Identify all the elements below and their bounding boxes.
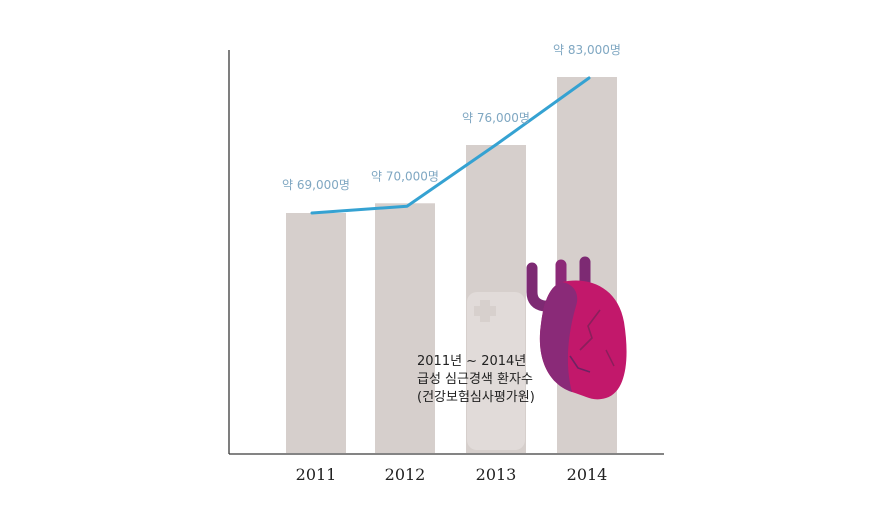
annotation: 2011년 ~ 2014년 급성 심근경색 환자수 (건강보험심사평가원) xyxy=(417,354,535,405)
x-tick-labels: 2011 2012 2013 2014 xyxy=(296,465,608,484)
x-tick-2012: 2012 xyxy=(385,465,426,484)
x-tick-2011: 2011 xyxy=(296,465,337,484)
x-tick-2014: 2014 xyxy=(567,465,608,484)
data-label-2014: 약 83,000명 xyxy=(553,42,621,57)
annotation-line-3: (건강보험심사평가원) xyxy=(417,390,535,405)
bar-2011 xyxy=(286,213,346,453)
annotation-line-2: 급성 심근경색 환자수 xyxy=(417,372,533,387)
bar-2012 xyxy=(375,203,435,453)
data-label-2013: 약 76,000명 xyxy=(462,110,530,125)
data-label-2012: 약 70,000명 xyxy=(371,168,439,183)
x-tick-2013: 2013 xyxy=(476,465,517,484)
hospital-cross-watermark xyxy=(467,292,525,450)
trend-line xyxy=(310,76,591,215)
data-label-2011: 약 69,000명 xyxy=(282,177,350,192)
heart-icon xyxy=(526,256,627,400)
annotation-line-1: 2011년 ~ 2014년 xyxy=(417,354,526,369)
data-labels: 약 69,000명 약 70,000명 약 76,000명 약 83,000명 xyxy=(282,42,621,192)
